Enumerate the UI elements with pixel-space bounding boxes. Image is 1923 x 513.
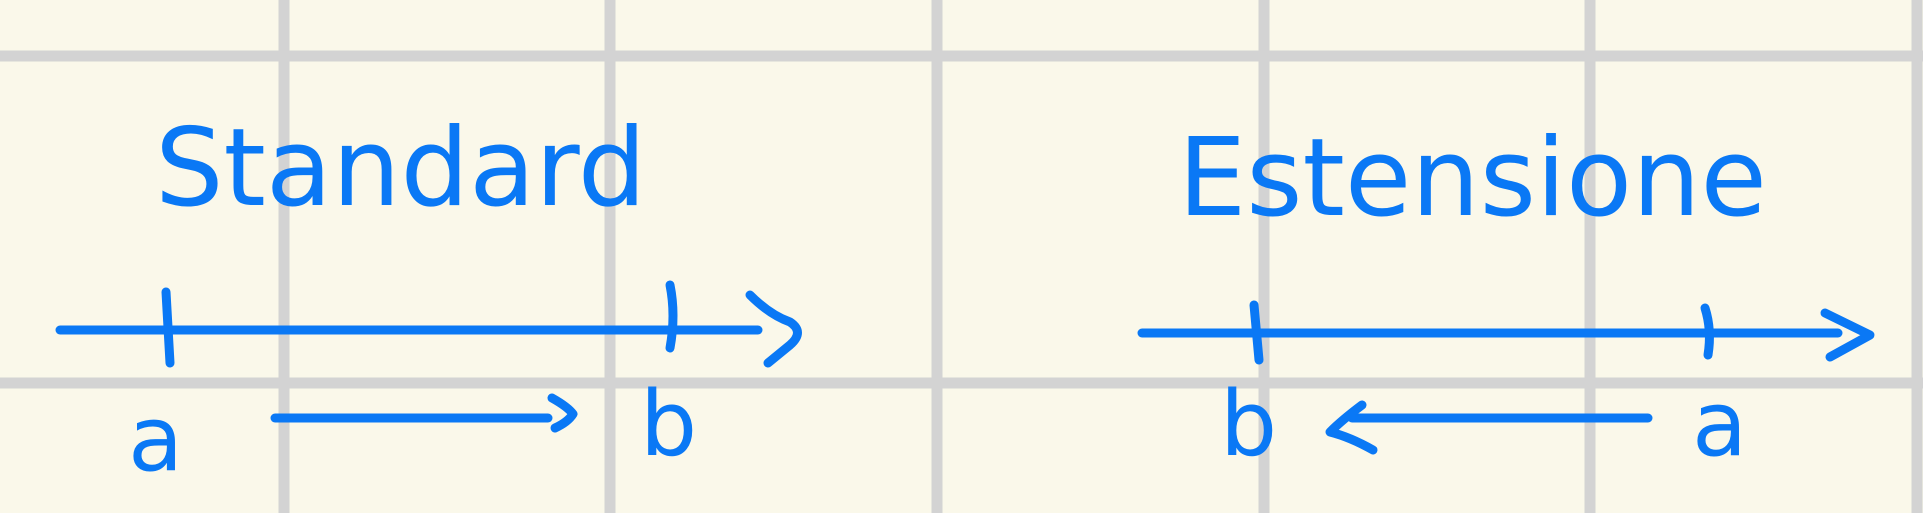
standard-label-a: a xyxy=(128,387,183,492)
extension-tick-b xyxy=(1249,300,1264,365)
extension-title: Estensione xyxy=(1178,116,1767,241)
standard-label-b: b xyxy=(640,372,697,477)
standard-tick-a xyxy=(161,287,175,368)
standard-panel: Standard a b xyxy=(55,106,802,492)
standard-axis-arrowhead xyxy=(745,290,802,368)
extension-direction-arrowhead xyxy=(1325,400,1378,455)
extension-label-a: a xyxy=(1692,372,1747,477)
extension-label-b: b xyxy=(1220,372,1277,477)
extension-panel: Estensione b a xyxy=(1137,116,1875,477)
extension-axis-arrowhead xyxy=(1820,308,1875,362)
standard-tick-b xyxy=(665,280,678,353)
extension-tick-a xyxy=(1700,303,1714,360)
standard-direction-arrowhead xyxy=(547,393,578,433)
standard-title: Standard xyxy=(155,106,646,231)
